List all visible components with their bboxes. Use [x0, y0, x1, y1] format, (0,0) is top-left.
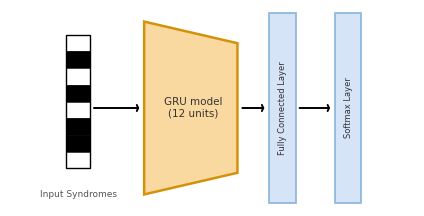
Text: Softmax Layer: Softmax Layer [343, 78, 353, 138]
Bar [66, 68, 90, 85]
Bar [66, 85, 90, 102]
Bar [335, 13, 361, 203]
Bar [66, 35, 90, 51]
Bar [66, 102, 90, 118]
Text: Fully Connected Layer: Fully Connected Layer [278, 61, 287, 155]
Bar [66, 35, 90, 168]
Bar [269, 13, 296, 203]
Text: Input Syndromes: Input Syndromes [40, 190, 117, 199]
Bar [66, 51, 90, 68]
Bar [66, 135, 90, 152]
Text: GRU model
(12 units): GRU model (12 units) [164, 97, 222, 119]
Bar [66, 152, 90, 168]
Bar [66, 118, 90, 135]
Polygon shape [144, 22, 237, 194]
